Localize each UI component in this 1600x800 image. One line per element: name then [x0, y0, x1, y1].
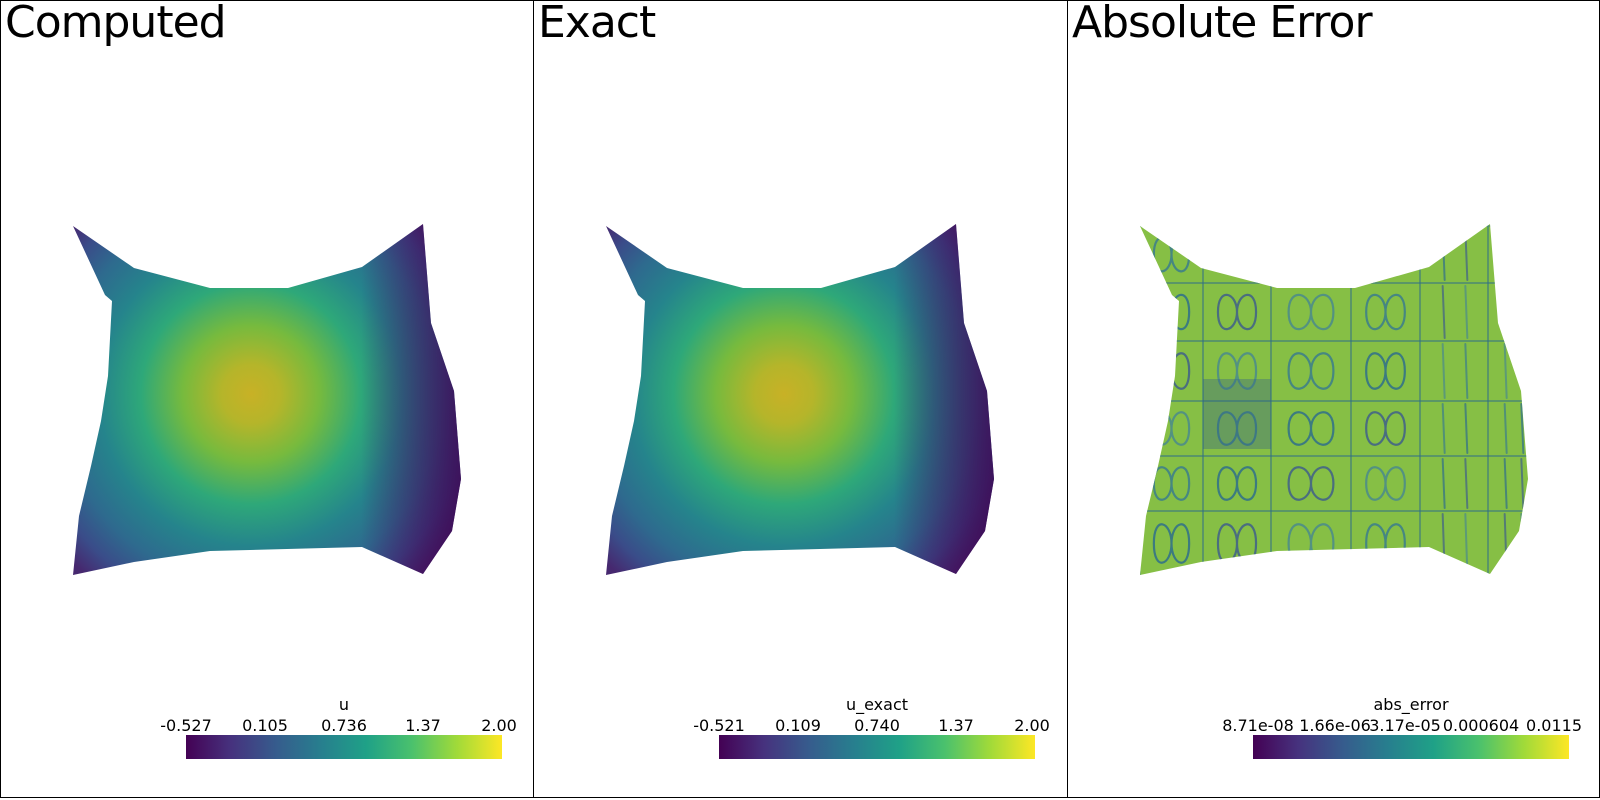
colorbar-gradient [719, 735, 1035, 759]
panel-computed: Computed [0, 0, 534, 798]
mesh-surface [1140, 224, 1528, 575]
colorbar: u_exact -0.521 0.109 0.740 1.37 2.00 [693, 695, 1050, 763]
colorbar-gradient [186, 735, 502, 759]
colorbar-title: u [338, 695, 350, 714]
panel-title: Absolute Error [1072, 0, 1373, 48]
colorbar: abs_error 8.71e-08 1.66e-06 3.17e-05 0.0… [1222, 695, 1582, 763]
colorbar-title: u_exact [845, 695, 909, 714]
field-plot-computed [73, 224, 461, 575]
colorbar-tick: 1.37 [938, 716, 974, 735]
colorbar-gradient [1253, 735, 1569, 759]
colorbar-title: abs_error [1373, 695, 1449, 714]
mesh-surface [73, 224, 461, 575]
colorbar-tick: 0.109 [775, 716, 821, 735]
colorbar-tick: 8.71e-08 [1222, 716, 1294, 735]
colorbar-tick: 0.0115 [1526, 716, 1582, 735]
colorbar-tick: 1.66e-06 [1299, 716, 1371, 735]
colorbar-tick: 0.000604 [1442, 716, 1520, 735]
colorbar-tick: 3.17e-05 [1369, 716, 1441, 735]
colorbar-tick: 0.740 [854, 716, 900, 735]
colorbar-tick: 0.736 [321, 716, 367, 735]
panel-title: Exact [538, 0, 656, 48]
colorbar-tick: -0.527 [160, 716, 212, 735]
colorbar-tick: 1.37 [405, 716, 441, 735]
field-plot-exact [606, 224, 994, 575]
panel-exact: Exact [533, 0, 1068, 798]
field-plot-error [1140, 224, 1528, 575]
colorbar-ticks: 8.71e-08 1.66e-06 3.17e-05 0.000604 0.01… [1222, 716, 1582, 735]
colorbar-ticks: -0.521 0.109 0.740 1.37 2.00 [693, 716, 1050, 735]
colorbar-ticks: -0.527 0.105 0.736 1.37 2.00 [160, 716, 517, 735]
panel-title: Computed [5, 0, 227, 48]
panel-absolute-error: Absolute Error abs_error 8.71e-08 1.66e-… [1067, 0, 1600, 798]
colorbar-tick: 2.00 [1014, 716, 1050, 735]
colorbar-tick: 2.00 [481, 716, 517, 735]
mesh-surface [606, 224, 994, 575]
colorbar-tick: 0.105 [242, 716, 288, 735]
colorbar: u -0.527 0.105 0.736 1.37 2.00 [160, 695, 517, 763]
colorbar-tick: -0.521 [693, 716, 745, 735]
